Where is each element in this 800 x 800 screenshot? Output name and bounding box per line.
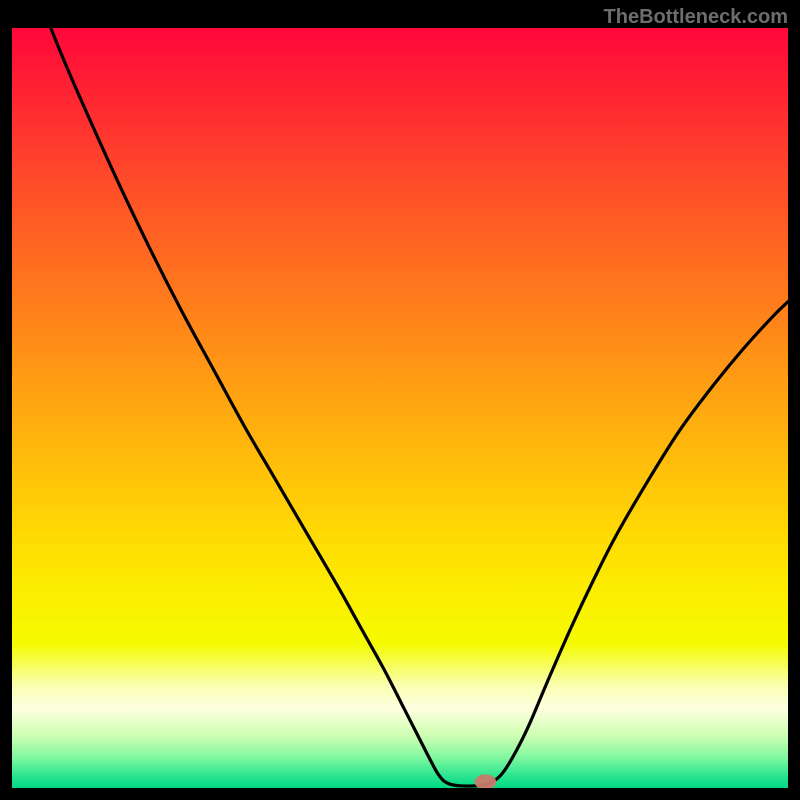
bottleneck-curve-chart bbox=[12, 28, 788, 788]
gradient-background bbox=[12, 28, 788, 788]
plot-area bbox=[12, 28, 788, 788]
chart-frame: TheBottleneck.com bbox=[0, 0, 800, 800]
source-watermark: TheBottleneck.com bbox=[604, 6, 788, 29]
